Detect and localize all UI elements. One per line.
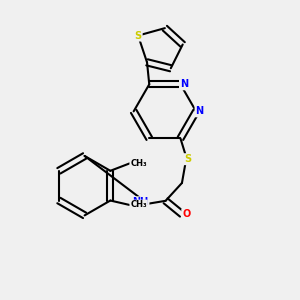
Text: S: S — [184, 154, 191, 164]
Text: O: O — [182, 209, 190, 219]
Text: N: N — [180, 79, 188, 89]
Text: N: N — [196, 106, 204, 116]
Text: NH: NH — [132, 197, 148, 207]
Text: S: S — [134, 31, 142, 40]
Text: CH₃: CH₃ — [130, 200, 147, 209]
Text: CH₃: CH₃ — [130, 159, 147, 168]
